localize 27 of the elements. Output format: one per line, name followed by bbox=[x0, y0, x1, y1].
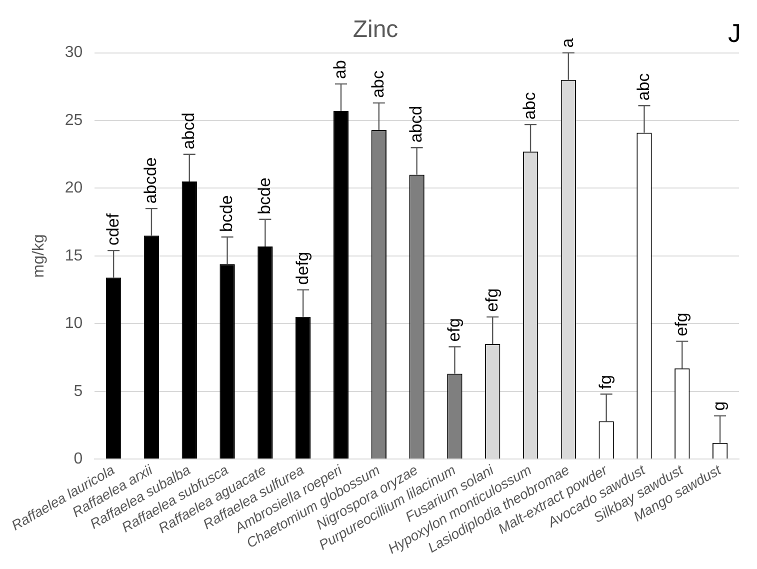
annotation: bcde bbox=[254, 178, 274, 214]
annotation: abc bbox=[520, 92, 540, 120]
y-axis-title: mg/kg bbox=[30, 234, 48, 278]
text: J bbox=[728, 18, 741, 48]
y-tick-label: 10 bbox=[64, 315, 83, 332]
y-tick-label: 15 bbox=[64, 247, 83, 264]
annotation: abc bbox=[368, 70, 388, 98]
annotation: fg bbox=[596, 374, 616, 390]
y-tick-label: 20 bbox=[64, 180, 83, 197]
annotation: efg bbox=[482, 288, 502, 312]
annotation: cdef bbox=[103, 213, 122, 246]
annotation: a bbox=[558, 38, 578, 48]
annotation: efg bbox=[672, 312, 691, 336]
annotation: efg bbox=[444, 318, 464, 342]
annotation: abc bbox=[634, 72, 653, 101]
y-tick-label: 25 bbox=[64, 112, 83, 129]
y-tick-label: 0 bbox=[74, 450, 83, 468]
annotation: defg bbox=[292, 252, 312, 285]
y-tick-label: 5 bbox=[74, 382, 83, 400]
annotation: abcd bbox=[406, 106, 426, 143]
annotation: abcde bbox=[141, 157, 160, 204]
y-tick-label: 30 bbox=[64, 44, 83, 62]
annotation: g bbox=[710, 401, 729, 411]
annotation: bcde bbox=[216, 195, 236, 232]
annotation: abcd bbox=[179, 112, 198, 150]
chart-title: Zinc bbox=[352, 16, 398, 44]
annotation: ab bbox=[330, 60, 350, 79]
